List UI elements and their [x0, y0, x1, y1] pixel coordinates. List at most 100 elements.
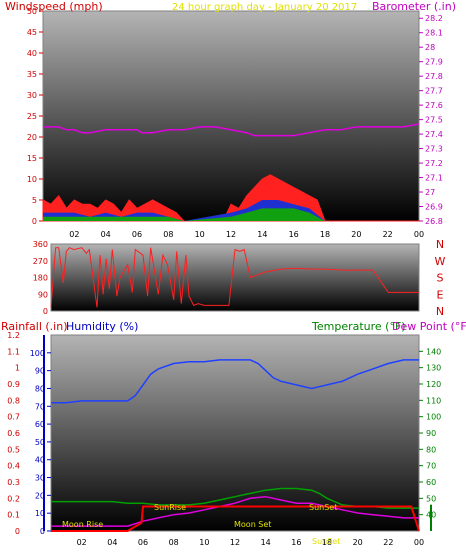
temp-tick-label: 120: [426, 380, 441, 389]
temp-tick-label: 70: [426, 462, 436, 471]
humidity-tick-label: 100: [30, 349, 45, 358]
baro-tick-label: 27.5: [425, 116, 443, 125]
temperature-title: Temperature (°F): [311, 320, 406, 333]
direction-tick-label: 180: [33, 274, 48, 283]
rainfall-line: [51, 505, 420, 532]
rain-tick-label: 0.9: [7, 380, 20, 389]
rain-tick-label: 0: [15, 527, 20, 536]
baro-tick-label: 27: [425, 188, 435, 197]
wind-gust-low-area: [43, 208, 419, 221]
temp-tick-label: 60: [426, 478, 436, 487]
humidity-tick-label: 20: [35, 491, 45, 500]
weather-x-tick-label: 00: [414, 538, 424, 547]
baro-tick-label: 27.8: [425, 72, 443, 81]
compass-label: E: [437, 288, 444, 301]
weather-x-tick-label: 16: [291, 538, 301, 547]
temp-tick-label: 100: [426, 413, 441, 422]
compass-label: N: [436, 238, 444, 251]
temp-tick-label: 80: [426, 445, 436, 454]
wind-tick-label: 10: [27, 175, 37, 184]
wind-x-tick-label: 14: [257, 230, 267, 239]
rain-tick-label: 0.2: [7, 494, 20, 503]
humidity-tick-label: 0: [40, 527, 45, 536]
humidity-tick-label: 10: [35, 509, 45, 518]
humidity-tick-label: 90: [35, 367, 45, 376]
wind-tick-label: 45: [27, 28, 37, 37]
wind-x-tick-label: 08: [163, 230, 173, 239]
humidity-line: [51, 359, 419, 404]
wind-x-tick-label: 00: [414, 230, 424, 239]
graph-day-title: 24 hour graph day - January 20 2017: [172, 2, 357, 13]
weather-plot-area: [50, 334, 420, 532]
baro-tick-label: 27.7: [425, 87, 443, 96]
temp-tick-label: 50: [426, 494, 436, 503]
wind-tick-label: 40: [27, 49, 37, 58]
wind-x-tick-label: 06: [132, 230, 142, 239]
temp-tick-label: 90: [426, 429, 436, 438]
windspeed-title: Windspeed (mph): [5, 0, 103, 13]
wind-x-tick-label: 20: [351, 230, 361, 239]
baro-tick-label: 27.1: [425, 174, 443, 183]
rainfall-title: Rainfall (.in): [1, 320, 68, 333]
astro-annotation: SunSet: [312, 537, 340, 546]
weather-x-tick-label: 12: [230, 538, 240, 547]
rain-tick-label: 0.8: [7, 396, 20, 405]
wind-x-tick-label: 12: [226, 230, 236, 239]
wind-tick-label: 5: [32, 196, 37, 205]
compass-label: S: [437, 272, 444, 285]
baro-tick-label: 27.4: [425, 130, 443, 139]
wind-tick-label: 20: [27, 133, 37, 142]
compass-label: W: [435, 255, 446, 268]
rain-tick-label: 1.2: [7, 331, 20, 340]
rain-tick-label: 0.4: [7, 462, 20, 471]
humidity-tick-label: 40: [35, 456, 45, 465]
weather-x-tick-label: 18: [322, 538, 332, 547]
humidity-title: Humidity (%): [66, 320, 138, 333]
wind-tick-label: 35: [27, 70, 37, 79]
humidity-tick-label: 50: [35, 438, 45, 447]
humidity-tick-label: 30: [35, 474, 45, 483]
dewpoint-title: Dew Point (°F): [392, 320, 466, 333]
wind-gust-mid-area: [43, 200, 419, 221]
direction-tick-label: 90: [38, 290, 48, 299]
rain-tick-label: 0.1: [7, 511, 20, 520]
wind-x-tick-label: 10: [195, 230, 205, 239]
humidity-tick-label: 60: [35, 420, 45, 429]
baro-tick-label: 27.9: [425, 58, 443, 67]
humidity-tick-label: 80: [35, 384, 45, 393]
astro-annotation: SunSet: [309, 503, 337, 512]
astro-annotation: Moon Set: [234, 520, 271, 529]
wind-tick-label: 15: [27, 154, 37, 163]
weather-x-tick-label: 04: [107, 538, 117, 547]
baro-tick-label: 27.2: [425, 159, 443, 168]
wind-direction-line: [50, 247, 419, 308]
baro-tick-label: 28: [425, 43, 435, 52]
dew-point-line: [51, 495, 419, 527]
direction-tick-label: 270: [33, 257, 48, 266]
barometer-title: Barometer (.in): [372, 0, 456, 13]
rain-tick-label: 1: [15, 364, 20, 373]
weather-x-tick-label: 10: [199, 538, 209, 547]
wind-x-tick-label: 18: [320, 230, 330, 239]
rain-tick-label: 0.5: [7, 445, 20, 454]
baro-tick-label: 28.2: [425, 14, 443, 23]
wind-x-tick-label: 16: [289, 230, 299, 239]
baro-tick-label: 27.3: [425, 145, 443, 154]
baro-tick-label: 27.6: [425, 101, 443, 110]
astro-annotation: SunRise: [154, 503, 186, 512]
rain-tick-label: 1.1: [7, 347, 20, 356]
humidity-tick-label: 70: [35, 402, 45, 411]
wind-tick-label: 50: [27, 7, 37, 16]
weather-x-tick-label: 08: [169, 538, 179, 547]
wind-tick-label: 0: [32, 217, 37, 226]
wind-x-tick-label: 02: [69, 230, 79, 239]
astro-annotation: Moon Rise: [62, 520, 103, 529]
rain-tick-label: 0.3: [7, 478, 20, 487]
weather-x-tick-label: 14: [261, 538, 271, 547]
temp-tick-label: 140: [426, 347, 441, 356]
wind-plot-area: [42, 10, 420, 222]
weather-x-tick-label: 22: [383, 538, 393, 547]
direction-tick-label: 360: [33, 240, 48, 249]
